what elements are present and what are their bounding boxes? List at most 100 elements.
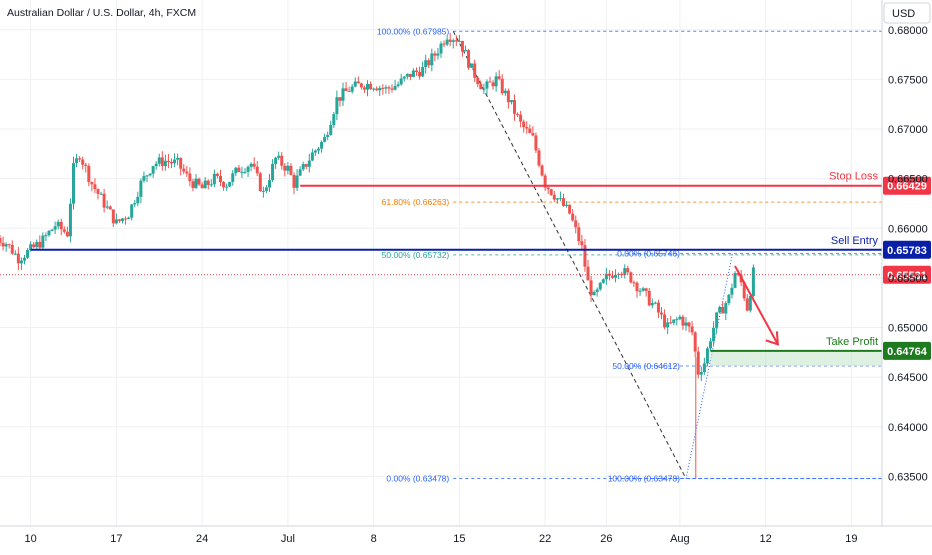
candle-body bbox=[344, 88, 348, 91]
candle-body bbox=[390, 88, 394, 90]
sell-entry-price-tag bbox=[883, 240, 931, 259]
candle-body bbox=[372, 88, 376, 90]
candle-body bbox=[222, 182, 226, 188]
candle-body bbox=[629, 272, 633, 283]
candle-body bbox=[583, 245, 587, 267]
stop-loss-price-text: 0.66429 bbox=[887, 181, 927, 193]
candle-body bbox=[552, 194, 556, 200]
candle-body bbox=[117, 219, 121, 221]
candle-body bbox=[127, 217, 131, 220]
take-profit-price-tag bbox=[883, 341, 931, 360]
candle-body bbox=[393, 86, 397, 90]
current-price-text: 0.65531 bbox=[887, 270, 927, 282]
candle-body bbox=[632, 282, 636, 284]
x-tick-label: 12 bbox=[760, 533, 772, 545]
candle-body bbox=[439, 43, 443, 54]
candle-body bbox=[451, 40, 455, 42]
y-tick-label: 0.65000 bbox=[888, 323, 928, 335]
candle-body bbox=[638, 290, 642, 292]
candle-body bbox=[65, 231, 69, 237]
candle-body bbox=[503, 90, 507, 94]
candle-body bbox=[672, 319, 676, 323]
candle-body bbox=[748, 295, 752, 311]
candle-body bbox=[332, 114, 336, 126]
candle-body bbox=[225, 186, 229, 188]
candle-body bbox=[289, 165, 293, 175]
fib-level-label: 0.00% (0.63478) bbox=[386, 474, 449, 484]
candle-body bbox=[114, 219, 118, 224]
candle-body bbox=[304, 164, 308, 167]
fib-level-label: 100.00% (0.63478) bbox=[608, 474, 680, 484]
candle-body bbox=[690, 326, 694, 333]
candle-body bbox=[408, 73, 412, 78]
candle-body bbox=[130, 204, 134, 218]
x-tick-label: 10 bbox=[25, 533, 37, 545]
candle-body bbox=[157, 157, 161, 164]
y-tick-label: 0.67000 bbox=[888, 124, 928, 136]
candle-body bbox=[1, 242, 5, 247]
candle-body bbox=[258, 173, 262, 192]
candle-body bbox=[558, 198, 562, 200]
trade-levels: 0.65531 Stop Loss 0.66429 Sell Entry 0.65783… bbox=[0, 171, 931, 367]
candle-body bbox=[23, 257, 26, 261]
candle-body bbox=[405, 73, 409, 77]
x-tick-label: 8 bbox=[371, 533, 377, 545]
candle-body bbox=[421, 67, 425, 77]
candle-body bbox=[87, 165, 91, 183]
candle-body bbox=[197, 178, 201, 185]
candle-body bbox=[574, 220, 578, 228]
candle-body bbox=[295, 175, 299, 188]
x-tick-label: Aug bbox=[670, 533, 690, 545]
candle-body bbox=[243, 171, 247, 173]
fib-level-label: 50.00% (0.65732) bbox=[382, 250, 450, 260]
candle-body bbox=[693, 332, 697, 352]
candle-body bbox=[350, 86, 354, 92]
candle-body bbox=[215, 173, 219, 176]
chart-title: Australian Dollar / U.S. Dollar, 4h, FXC… bbox=[7, 7, 196, 19]
candle-body bbox=[381, 87, 385, 89]
candle-body bbox=[170, 162, 173, 164]
candle-body bbox=[200, 184, 204, 189]
candle-body bbox=[497, 76, 501, 79]
candle-body bbox=[485, 81, 489, 89]
fibonacci-levels: 100.00% (0.67985) 61.80% (0.66263) 50.00% … bbox=[377, 26, 882, 484]
candle-body bbox=[415, 70, 418, 72]
candle-body bbox=[592, 291, 596, 296]
candle-body bbox=[369, 83, 373, 90]
candle-body bbox=[206, 180, 210, 185]
candle-body bbox=[491, 82, 495, 87]
candle-body bbox=[568, 204, 572, 214]
candle-body bbox=[565, 204, 569, 206]
candle-body bbox=[522, 121, 526, 128]
y-tick-label: 0.63500 bbox=[888, 471, 928, 483]
candle-body bbox=[10, 244, 14, 254]
candle-body bbox=[240, 171, 244, 173]
fib-trend-line bbox=[685, 253, 734, 479]
candle-body bbox=[623, 268, 627, 275]
candle-body bbox=[121, 218, 124, 221]
candle-body bbox=[280, 155, 284, 166]
x-tick-label: Jul bbox=[281, 533, 295, 545]
candle-body bbox=[252, 163, 256, 167]
sell-arrow-shaft bbox=[734, 265, 779, 345]
candle-body bbox=[531, 132, 535, 136]
currency-button[interactable]: USD bbox=[883, 2, 931, 24]
fib-level-label: 0.00% (0.65746) bbox=[617, 248, 680, 258]
candle-body bbox=[72, 163, 75, 204]
x-tick-label: 17 bbox=[110, 533, 122, 545]
candle-body bbox=[543, 175, 547, 188]
candle-body bbox=[231, 173, 235, 182]
candle-body bbox=[356, 81, 360, 84]
candle-body bbox=[684, 322, 688, 326]
x-tick-label: 26 bbox=[600, 533, 612, 545]
candle-body bbox=[562, 198, 565, 206]
candle-body bbox=[436, 53, 440, 56]
candle-body bbox=[396, 84, 400, 87]
candle-body bbox=[479, 83, 483, 90]
candle-body bbox=[500, 78, 504, 94]
candle-body bbox=[516, 113, 520, 115]
candle-body bbox=[255, 166, 259, 174]
